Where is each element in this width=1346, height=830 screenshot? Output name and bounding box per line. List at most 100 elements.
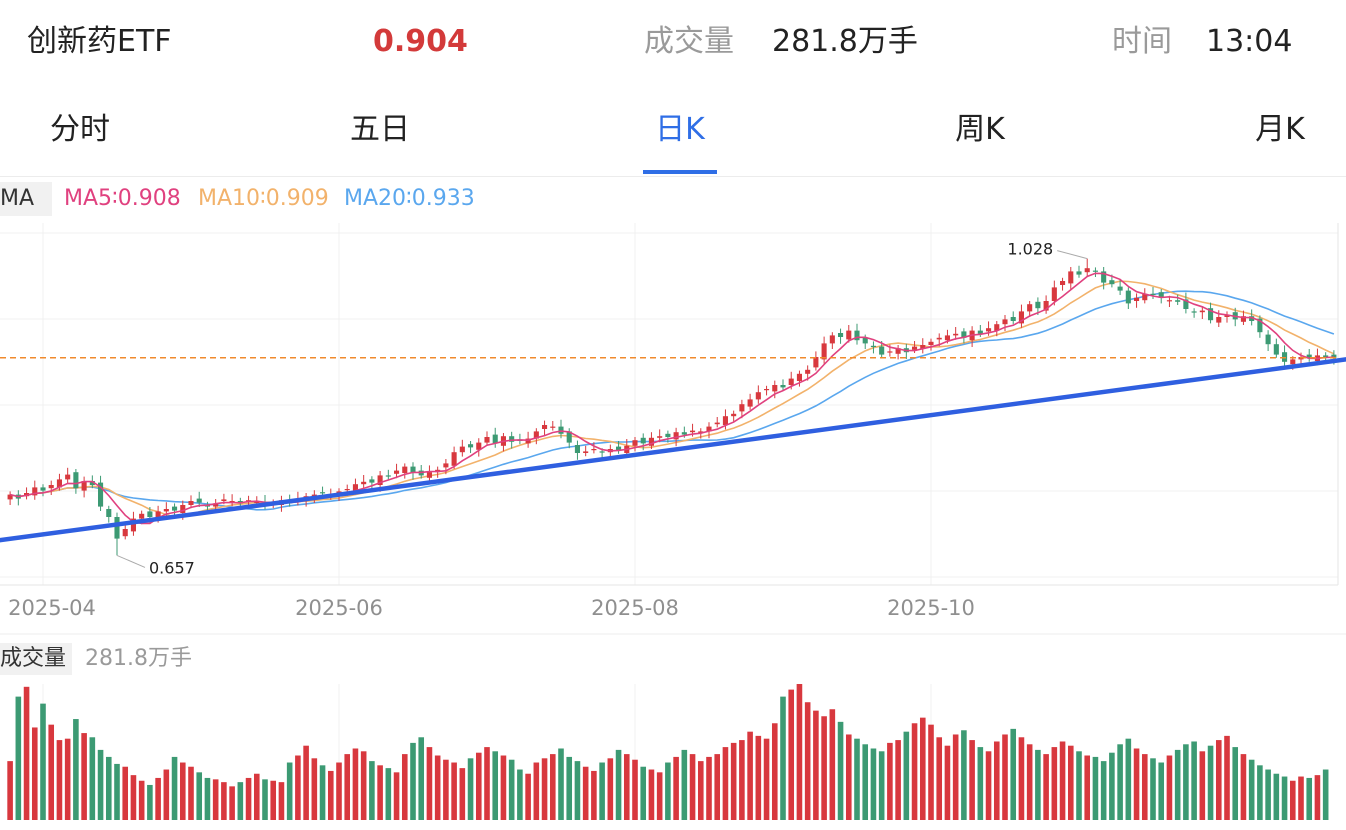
volume-bar [845, 734, 852, 820]
candle-body [451, 452, 457, 466]
candle-body [640, 437, 646, 444]
candle-body [1150, 293, 1156, 295]
volume-bar [1100, 761, 1107, 820]
candle-body [65, 474, 71, 480]
volume-bar [821, 716, 827, 820]
volume-bar [541, 758, 548, 820]
volume-bar [714, 754, 721, 820]
candle-body [1060, 281, 1066, 285]
candle-body [854, 330, 860, 341]
volume-bar [549, 754, 556, 820]
candle-body [1224, 314, 1230, 317]
volume-bar [1199, 751, 1206, 820]
candle-body [468, 444, 474, 448]
tab-intraday[interactable]: 分时 [50, 112, 110, 147]
volume-bar [163, 769, 170, 820]
volume-bar [1174, 749, 1181, 820]
volume-bar [1257, 765, 1263, 820]
volume-value: 281.8万手 [772, 24, 918, 59]
candle-body [1183, 299, 1189, 309]
candle-body [139, 513, 145, 519]
candle-body [352, 484, 358, 492]
candle-body [459, 446, 465, 453]
volume-bar [204, 777, 211, 820]
candle-body [1216, 317, 1222, 323]
candle-body [722, 416, 728, 425]
tab-daily-k[interactable]: 日K [655, 112, 705, 147]
volume-bar [1043, 754, 1049, 820]
volume-bar [138, 780, 145, 820]
candle-body [887, 351, 893, 353]
volume-bar [369, 761, 375, 820]
volume-bar [1191, 741, 1197, 820]
volume-bar [911, 723, 918, 820]
candle-body [928, 341, 934, 345]
candle-body [681, 432, 687, 435]
candle-body [443, 463, 449, 468]
volume-bar [640, 766, 647, 820]
candle-body [558, 426, 564, 434]
indicator-selector[interactable]: MA [0, 182, 52, 216]
candle-body [673, 432, 679, 440]
volume-bar [393, 772, 400, 820]
volume-bar [533, 762, 540, 820]
tab-five-day[interactable]: 五日 [350, 112, 410, 147]
candle-body [213, 503, 219, 507]
volume-bar [311, 758, 318, 820]
volume-bar [615, 749, 622, 820]
volume-bar [1265, 769, 1271, 820]
candle-body [320, 492, 326, 494]
candle-body [130, 518, 136, 532]
volume-bar [278, 782, 285, 820]
candle-body [1273, 344, 1279, 355]
candle-body [147, 511, 153, 517]
volume-bar [985, 751, 992, 820]
candle-body [1117, 286, 1123, 291]
candle-body [98, 482, 104, 507]
candle-body [583, 451, 589, 453]
volume-bar [623, 754, 630, 820]
volume-bar [1289, 780, 1296, 820]
volume-bar [928, 724, 934, 820]
volume-bar [739, 740, 745, 820]
candle-body [920, 345, 926, 349]
volume-bar [689, 754, 696, 820]
volume-bar [286, 762, 293, 820]
candle-body [796, 373, 802, 381]
candle-body [1018, 311, 1024, 324]
volume-bar [1232, 747, 1239, 820]
volume-bar [443, 759, 449, 820]
tab-monthly-k[interactable]: 月K [1255, 112, 1305, 147]
candle-body [106, 509, 112, 517]
volume-bar [969, 740, 975, 820]
high-annotation-leader [1057, 250, 1088, 260]
volume-bar [730, 742, 737, 820]
candle-body [912, 346, 918, 350]
volume-bar [262, 779, 268, 820]
tab-weekly-k[interactable]: 周K [955, 112, 1005, 147]
volume-bar [952, 734, 959, 820]
ma20-readout: MA20∶0.933 [344, 186, 475, 211]
volume-bar [517, 769, 523, 820]
volume-bar [747, 731, 753, 820]
volume-bar [1059, 741, 1066, 820]
volume-bar [1281, 776, 1288, 820]
candle-body [1199, 310, 1205, 313]
candle-body [402, 466, 408, 473]
candle-body [665, 433, 671, 437]
volume-bar [1092, 756, 1099, 820]
volume-bar [303, 745, 309, 820]
volume-bar [1298, 776, 1304, 820]
volume-bar [804, 702, 811, 820]
candle-body [172, 506, 178, 511]
volume-indicator-selector[interactable]: 成交量 [0, 643, 72, 675]
volume-bar [1002, 734, 1008, 820]
x-tick-label: 2025-10 [887, 596, 975, 620]
volume-bar [114, 763, 120, 820]
volume-bar [1224, 735, 1230, 820]
candle-body [492, 434, 498, 444]
candle-body [1051, 287, 1057, 301]
volume-bar [1109, 752, 1115, 820]
volume-bar [270, 780, 277, 820]
